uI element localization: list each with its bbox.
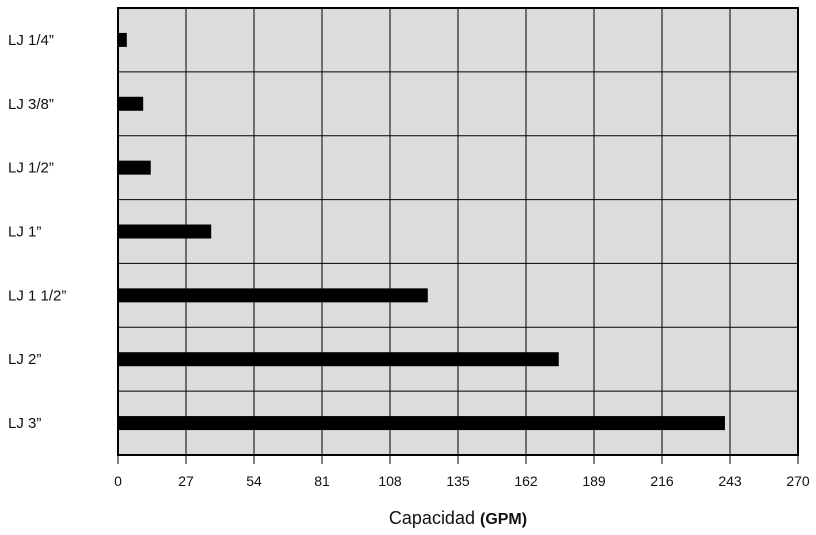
bar [118,32,127,47]
bar [118,416,725,431]
category-label: LJ 3/8” [8,96,54,113]
category-label: LJ 1 1/2” [8,287,66,304]
bars-group [118,32,725,431]
x-axis-title-unit: (GPM) [479,511,528,528]
x-tick-label: 189 [582,473,606,489]
bar [118,160,151,175]
category-label: LJ 2” [8,351,41,368]
x-tick-label: 135 [446,473,470,489]
x-axis-title-text: Capacidad [388,508,475,528]
x-tick-label: 0 [114,473,122,489]
category-label: LJ 3” [8,415,41,432]
x-tick-label: 243 [718,473,742,489]
category-label: LJ 1” [8,224,41,241]
x-tick-labels: 0 27 54 81 108 135 162 189 216 243 270 [114,473,810,489]
plot-border [117,7,799,456]
bar [118,288,428,303]
grid-lines [117,8,799,464]
x-tick-label: 54 [246,473,262,489]
x-tick-label: 108 [378,473,402,489]
x-axis-title: Capacidad (GPM) [118,508,798,529]
x-tick-label: 270 [786,473,810,489]
x-tick-label: 27 [178,473,194,489]
bar [118,224,212,239]
x-tick-label: 81 [314,473,330,489]
bar [118,96,144,111]
category-label: LJ 1/2” [8,160,54,177]
category-label: LJ 1/4” [8,32,54,49]
x-tick-label: 162 [514,473,538,489]
bar [118,352,559,367]
x-tick-label: 216 [650,473,674,489]
category-labels: LJ 1/4” LJ 3/8” LJ 1/2” LJ 1” LJ 1 1/2” LJ 2”… [8,32,66,432]
